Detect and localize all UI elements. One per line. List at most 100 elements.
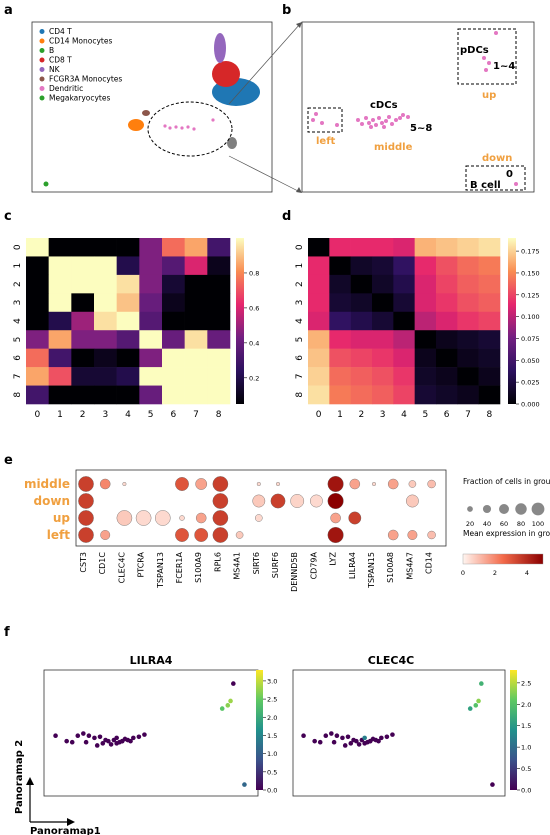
heatmap-cell	[207, 293, 231, 313]
panel-a-frame	[31, 21, 273, 193]
heatmap-cell	[26, 311, 49, 331]
heatmap-cell	[207, 385, 231, 405]
colorbar-tick-label: 1.5	[267, 732, 277, 740]
f-point	[317, 739, 323, 745]
heatmap-cell	[162, 274, 185, 294]
heatmap-cell	[94, 274, 117, 294]
heatmap-col-label: 5	[422, 410, 428, 420]
dotplot-dot	[212, 527, 229, 543]
heatmap-cell	[48, 256, 72, 276]
dotplot-dot	[78, 476, 94, 492]
dotplot-gene-label: LILRA4	[348, 552, 357, 579]
color-legend-bar	[462, 553, 544, 565]
dotplot-dot	[427, 530, 436, 540]
f-point	[340, 735, 345, 741]
colorbar-tick-label: 0.125	[521, 291, 540, 299]
heatmap-cell	[139, 274, 163, 294]
heatmap-cell	[478, 311, 501, 331]
f-left-colorbar	[256, 670, 263, 790]
legend-marker	[39, 76, 45, 82]
legend-label: Megakaryocytes	[49, 94, 110, 103]
heatmap-cell	[350, 256, 373, 276]
heatmap-cell	[71, 274, 95, 294]
heatmap-cell	[329, 238, 351, 257]
heatmap-row-label: 8	[13, 392, 23, 398]
heatmap-cell	[478, 348, 501, 368]
dotplot-gene-label: S100A8	[386, 552, 395, 583]
heatmap-cell	[207, 256, 231, 276]
panel-label-c: c	[4, 209, 12, 224]
heatmap-cell	[139, 238, 163, 257]
legend-marker	[39, 38, 45, 44]
dotplot-dot	[135, 510, 152, 526]
dotplot-dot	[212, 476, 229, 492]
heatmap-cell	[393, 274, 415, 294]
heatmap-cell	[478, 238, 501, 257]
size-legend-dot	[531, 502, 545, 516]
heatmap-cell	[116, 293, 140, 313]
dotplot-dot	[310, 494, 323, 508]
heatmap-cell	[436, 330, 458, 349]
dotplot-dot	[255, 514, 263, 522]
f-point	[345, 734, 351, 740]
heatmap-row-label: 5	[295, 337, 305, 343]
f-point	[114, 741, 119, 746]
heatmap-cell	[207, 330, 231, 349]
dotplot-gene-label: FCER1A	[175, 551, 184, 583]
heatmap-cell	[26, 385, 49, 405]
color-legend-label: 2	[493, 569, 497, 577]
heatmap-cell	[94, 311, 117, 331]
dotplot-dot	[330, 512, 341, 524]
heatmap-cell	[436, 274, 458, 294]
heatmap-cell	[436, 311, 458, 331]
heatmap-cell	[414, 311, 437, 331]
f-right-title: CLEC4C	[368, 654, 414, 667]
dotplot-gene-label: SURF6	[271, 552, 280, 578]
dotplot-dot	[290, 494, 305, 508]
dotplot-gene-label: SIRT6	[252, 552, 261, 574]
size-legend-label: 80	[517, 520, 525, 528]
f-point	[142, 732, 147, 737]
box-down	[465, 165, 526, 191]
heatmap-col-label: 8	[486, 410, 492, 420]
heatmap-row-label: 8	[295, 392, 305, 398]
dotplot-dot	[327, 527, 344, 543]
heatmap-cell	[329, 311, 351, 331]
dotplot-dot	[407, 530, 418, 540]
cdc-cluster	[356, 113, 410, 129]
heatmap-cell	[48, 274, 72, 294]
colorbar-tick-label: 0.075	[521, 335, 540, 343]
box-up	[457, 28, 517, 85]
heatmap-cell	[372, 311, 394, 331]
legend-label: Dendritic	[49, 84, 83, 93]
heatmap-cell	[478, 330, 501, 349]
heatmap-cell	[393, 256, 415, 276]
heatmap-cell	[436, 385, 458, 405]
size-legend-label: 40	[483, 520, 491, 528]
label-pdcs: pDCs	[460, 45, 489, 56]
heatmap-cell	[184, 330, 208, 349]
heatmap-row-label: 7	[295, 373, 305, 379]
label-down: down	[482, 153, 512, 164]
heatmap-cell	[350, 238, 373, 257]
color-legend-title: Mean expression in group	[463, 529, 550, 538]
legend-label: CD14 Monocytes	[49, 37, 112, 46]
f-point	[356, 742, 362, 747]
dotplot-dot	[372, 482, 376, 486]
dotplot-gene-label: MS4A7	[405, 552, 414, 580]
colorbar-tick-label: 0.175	[521, 248, 540, 256]
heatmap-cell	[184, 385, 208, 405]
dotplot-dot	[276, 482, 280, 486]
dotplot-dot	[78, 493, 94, 509]
dotplot-dot	[408, 480, 417, 488]
heatmap-cell	[71, 256, 95, 276]
heatmap-cell	[393, 238, 415, 257]
heatmap-cell	[71, 311, 95, 331]
heatmap-cell	[26, 293, 49, 313]
f-point	[81, 731, 86, 736]
heatmap-row-label: 0	[13, 244, 23, 250]
f-point	[128, 738, 133, 744]
heatmap-cell	[478, 256, 501, 276]
panel-label-f: f	[4, 625, 10, 640]
